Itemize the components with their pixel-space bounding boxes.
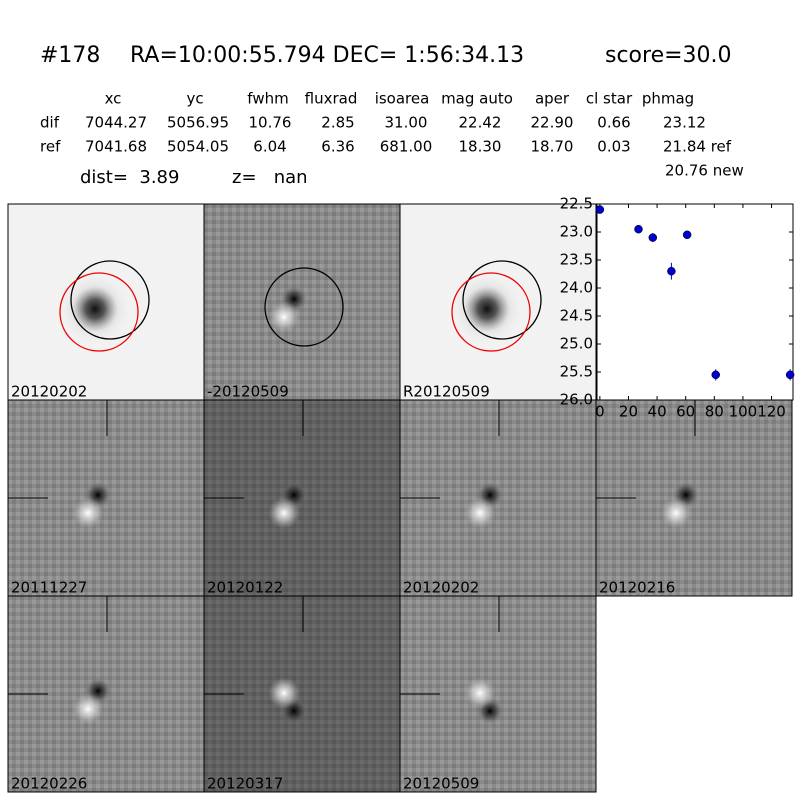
row-label: dif xyxy=(40,114,60,132)
cell: 2.85 xyxy=(321,114,354,132)
stamp-label: 20120509 xyxy=(403,775,479,793)
column-header: cl star xyxy=(586,90,633,108)
point xyxy=(711,370,720,380)
cell: 22.42 xyxy=(459,114,502,132)
stamp: 20120202 xyxy=(7,203,205,401)
stamp-label: 20120226 xyxy=(11,775,87,793)
y-tick-label: 24.5 xyxy=(560,307,593,325)
point xyxy=(667,266,676,276)
x-tick-label: 40 xyxy=(648,403,667,421)
cell: 18.30 xyxy=(459,138,502,156)
cell: 681.00 xyxy=(380,138,433,156)
stamp: 20120317 xyxy=(203,595,401,793)
stamp-label: 20120202 xyxy=(403,579,479,597)
blob-light xyxy=(464,677,496,709)
coords: RA=10:00:55.794 DEC= 1:56:34.13 xyxy=(130,43,524,68)
blob-light xyxy=(268,677,300,709)
stamp-label: 20120122 xyxy=(207,579,283,597)
cell: 7044.27 xyxy=(85,114,147,132)
column-header: xc xyxy=(105,90,122,108)
cell: 6.04 xyxy=(253,138,286,156)
y-tick-label: 24.0 xyxy=(560,279,593,297)
cell: 18.70 xyxy=(531,138,574,156)
stamp: 20120202 xyxy=(399,399,597,597)
cell: 23.12 xyxy=(663,114,706,132)
cell: 10.76 xyxy=(249,114,292,132)
cell: 21.84 ref xyxy=(663,138,732,156)
plot-area xyxy=(596,203,794,401)
blob-light xyxy=(72,693,104,725)
stamp-label: 20120216 xyxy=(599,579,675,597)
candidate-id: #178 xyxy=(40,43,100,68)
score: score=30.0 xyxy=(605,43,732,68)
blob-light xyxy=(72,497,104,529)
cell: 22.90 xyxy=(531,114,574,132)
aperture-red xyxy=(451,272,531,352)
column-header: mag auto xyxy=(441,90,513,108)
column-header: phmag xyxy=(642,90,694,108)
stamp-label: 20111227 xyxy=(11,579,87,597)
column-header: aper xyxy=(535,90,570,108)
blob-light xyxy=(268,301,300,333)
stamp: 20120226 xyxy=(7,595,205,793)
cell: 7041.68 xyxy=(85,138,147,156)
column-header: fluxrad xyxy=(305,90,358,108)
stamp-label: 20120317 xyxy=(207,775,283,793)
y-tick-label: 25.5 xyxy=(560,363,593,381)
y-tick-label: 25.0 xyxy=(560,335,593,353)
y-tick-label: 26.0 xyxy=(560,391,593,409)
aperture-black xyxy=(462,260,542,340)
column-header: fwhm xyxy=(247,90,288,108)
stamp-label: -20120509 xyxy=(207,383,289,401)
y-tick-label: 23.5 xyxy=(560,251,593,269)
blob-light xyxy=(464,497,496,529)
point xyxy=(785,370,795,380)
x-tick-label: 80 xyxy=(705,403,724,421)
point xyxy=(595,205,605,214)
stamp: -20120509 xyxy=(203,203,401,401)
y-tick-label: 23.0 xyxy=(560,223,593,241)
cell: 31.00 xyxy=(385,114,428,132)
redshift: z= nan xyxy=(232,167,308,188)
source xyxy=(449,271,525,347)
y-tick-label: 22.5 xyxy=(560,195,593,213)
aperture-black xyxy=(70,260,150,340)
x-tick-label: 60 xyxy=(676,403,695,421)
aperture-red xyxy=(59,272,139,352)
x-tick-label: 120 xyxy=(757,403,786,421)
stamp-label: R20120509 xyxy=(403,383,490,401)
blob-light xyxy=(660,497,692,529)
point xyxy=(634,224,643,234)
source xyxy=(57,271,133,347)
stamp: R20120509 xyxy=(399,203,597,401)
stamp-label: 20120202 xyxy=(11,383,87,401)
cell: 0.66 xyxy=(597,114,630,132)
point xyxy=(682,230,692,240)
phmag-new: 20.76 new xyxy=(665,162,744,180)
stamp: 20111227 xyxy=(7,399,205,597)
column-header: isoarea xyxy=(375,90,430,108)
x-tick-label: 100 xyxy=(729,403,758,421)
column-header: yc xyxy=(186,90,203,108)
stamp: 20120122 xyxy=(203,399,401,597)
x-tick-label: 20 xyxy=(619,403,638,421)
cell: 5054.05 xyxy=(167,138,229,156)
cell: 0.03 xyxy=(597,138,630,156)
x-tick-label: 0 xyxy=(595,403,605,421)
dist: dist= 3.89 xyxy=(80,167,179,188)
cell: 6.36 xyxy=(321,138,354,156)
stamp: 20120216 xyxy=(595,399,793,597)
row-label: ref xyxy=(40,138,61,156)
stamp: 20120509 xyxy=(399,595,597,793)
aperture xyxy=(264,267,344,347)
cell: 5056.95 xyxy=(167,114,229,132)
blob-light xyxy=(268,497,300,529)
point xyxy=(648,233,658,242)
